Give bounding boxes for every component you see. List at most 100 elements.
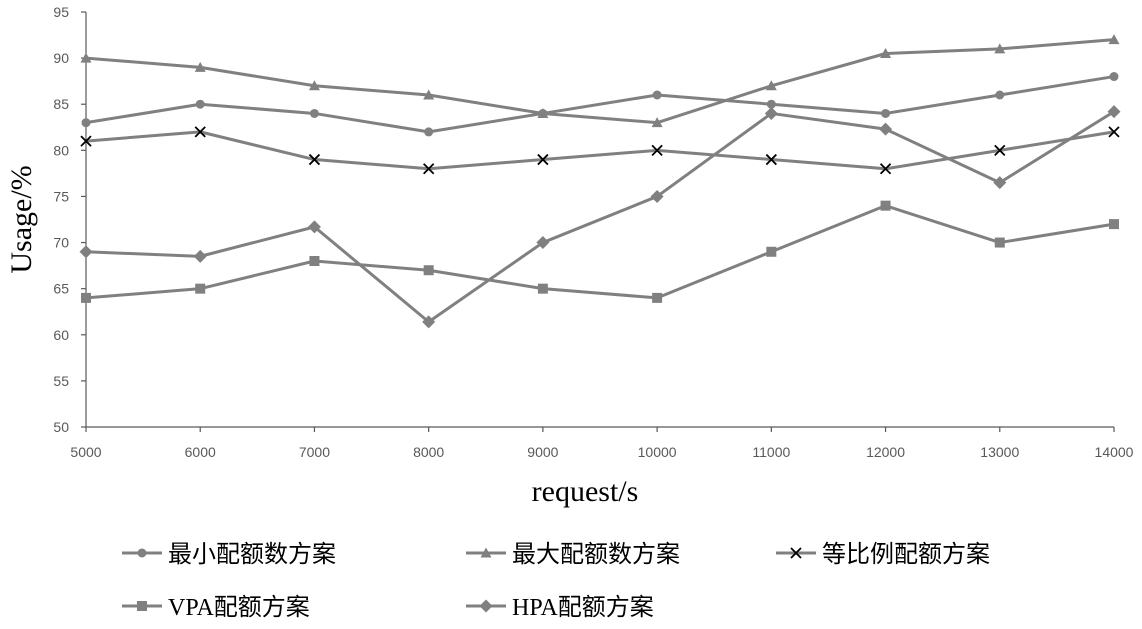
legend-item: 最小配额数方案 [122, 541, 336, 568]
data-point [537, 107, 549, 118]
legend-item: HPA配额方案 [466, 594, 654, 621]
data-point [765, 153, 777, 166]
data-point [195, 99, 205, 109]
x-tick-label: 9000 [527, 444, 558, 460]
legend-label: 最大配额数方案 [512, 541, 680, 568]
data-point [536, 236, 550, 250]
data-point [1107, 105, 1121, 119]
legend-marker [790, 547, 802, 559]
data-point [423, 265, 434, 276]
data-point [650, 189, 664, 203]
x-tick-label: 11000 [752, 444, 790, 460]
legend-marker [137, 601, 147, 611]
y-tick-label: 65 [53, 281, 69, 297]
series-layer [79, 34, 1121, 329]
data-point [881, 108, 891, 118]
data-point [424, 127, 434, 137]
legend-item: 最大配额数方案 [466, 541, 680, 568]
data-point [994, 144, 1006, 156]
legend-label: 等比例配额方案 [822, 541, 990, 568]
legend-label: 最小配额数方案 [168, 541, 336, 568]
y-tick-label: 55 [53, 373, 69, 389]
legend-item: 等比例配额方案 [776, 541, 990, 568]
data-point [1108, 126, 1120, 138]
legend-label: VPA配额方案 [168, 594, 310, 621]
legend-marker [137, 548, 147, 558]
y-tick-label: 95 [53, 4, 69, 20]
series-line [85, 75, 1115, 134]
data-point [880, 200, 891, 211]
data-point [422, 315, 436, 329]
legend-marker [479, 599, 493, 613]
x-tick-label: 6000 [185, 444, 216, 460]
data-point [994, 237, 1005, 248]
data-point [423, 163, 435, 175]
series-line [85, 38, 1115, 125]
data-point [195, 283, 206, 294]
x-tick-label: 10000 [638, 444, 677, 460]
data-point [1108, 34, 1120, 45]
data-point [1109, 72, 1119, 82]
legend-item: VPA配额方案 [122, 594, 310, 621]
data-point [651, 144, 663, 156]
data-point [766, 99, 776, 109]
data-point [765, 80, 777, 91]
y-axis-title: Usage/% [5, 165, 38, 273]
data-point [423, 89, 435, 100]
x-tick-label: 8000 [413, 444, 444, 460]
data-point [993, 176, 1007, 190]
data-point [309, 108, 319, 118]
y-tick-label: 60 [53, 327, 69, 343]
data-point [537, 153, 549, 166]
y-tick-label: 70 [53, 235, 69, 251]
series-line [85, 110, 1115, 324]
data-point [995, 90, 1005, 100]
data-point [879, 122, 893, 136]
data-point [537, 283, 548, 294]
data-point [309, 256, 320, 266]
data-point [651, 117, 663, 128]
x-tick-label: 7000 [299, 444, 330, 460]
legend-label: HPA配额方案 [512, 594, 654, 621]
legend-marker [480, 547, 492, 558]
series-5 [79, 105, 1121, 329]
data-point [308, 80, 320, 91]
data-point [80, 52, 92, 63]
series-1 [81, 72, 1119, 137]
data-point [81, 118, 91, 128]
data-point [79, 245, 93, 259]
data-point [766, 246, 777, 257]
series-2 [80, 34, 1120, 128]
data-point [81, 292, 91, 303]
x-axis-title: request/s [532, 475, 639, 508]
y-tick-label: 90 [53, 50, 69, 66]
data-point [652, 292, 663, 303]
x-tick-label: 12000 [866, 444, 905, 460]
series-3 [80, 126, 1120, 175]
x-tick-label: 5000 [70, 444, 101, 460]
y-tick-label: 85 [53, 96, 69, 112]
data-point [994, 43, 1006, 54]
y-tick-label: 75 [53, 188, 69, 204]
series-line [85, 130, 1115, 171]
series-4 [81, 200, 1119, 303]
legend: 最小配额数方案 最大配额数方案 等比例配额方案 VPA配额方案 HPA配额方案 [122, 541, 990, 621]
data-point [307, 220, 321, 234]
data-point [880, 48, 892, 58]
data-point [1109, 219, 1119, 230]
ticks: 50 55 60 65 70 75 80 85 90 95 5000 6000 7000 8000 9000… [53, 4, 1133, 460]
series-line [85, 204, 1115, 300]
data-point [652, 90, 662, 100]
data-point [879, 163, 892, 175]
data-point [194, 61, 206, 72]
data-point [193, 249, 207, 263]
data-point [194, 126, 206, 138]
data-point [764, 106, 778, 120]
y-tick-label: 80 [53, 142, 69, 158]
data-point [80, 135, 92, 147]
data-point [308, 153, 321, 166]
x-tick-label: 13000 [980, 444, 1019, 460]
y-tick-label: 50 [53, 419, 69, 435]
x-tick-label: 14000 [1095, 444, 1134, 460]
